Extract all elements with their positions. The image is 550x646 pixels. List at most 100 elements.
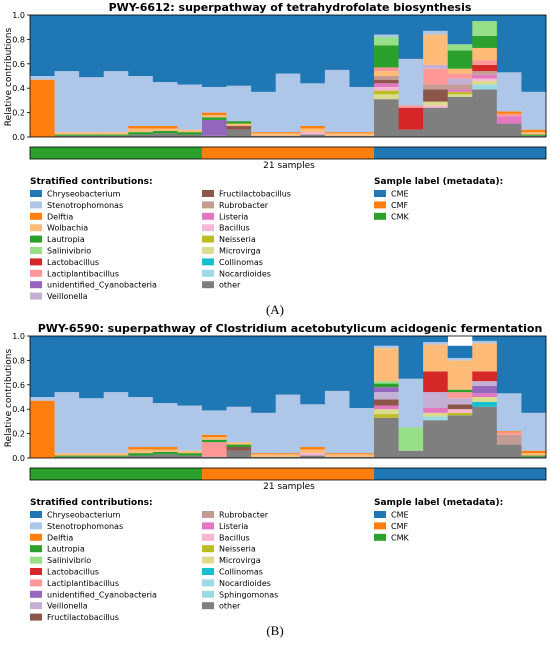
legend-swatch [30,545,42,553]
bar-segment [374,83,399,87]
bar-segment [349,454,375,457]
bar-segment [226,450,252,458]
meta-legend-entry: CMF [391,522,408,531]
legend-swatch [30,292,42,300]
chart-a-meta-title: Sample label (metadata): [374,177,503,187]
meta-strip-cmk [30,468,202,480]
bar-segment [496,434,522,445]
bar-segment [324,132,350,134]
bar-segment [202,117,227,120]
bar-segment [447,409,473,413]
bar-segment [472,71,498,75]
bar-segment [472,340,498,344]
bar-segment [447,44,473,51]
bar-segment [128,447,154,450]
bar-segment [54,134,80,136]
legend-swatch [30,190,42,197]
bar-segment [202,434,227,438]
legend-swatch [202,522,214,530]
bar-segment [374,86,399,91]
bar-segment [251,336,277,413]
chart-b-plot: 0.0 0.2 0.4 0.6 0.8 1.0 [12,332,547,481]
bar-segment [374,79,399,84]
legend-entry: Veillonella [47,292,88,301]
bar-segment [447,73,473,79]
bar-segment [423,416,449,421]
bar-segment [275,15,301,74]
legend-swatch [202,568,214,575]
bar-segment [349,135,375,137]
bar-segment [472,401,498,407]
bar-segment [398,450,424,458]
chart-a-svg: PWY-6612: superpathway of tetrahydrofola… [4,1,547,301]
bar-segment [177,405,203,451]
bar-segment [349,15,375,87]
chart-a-title: PWY-6612: superpathway of tetrahydrofola… [109,1,472,14]
meta-strip-frame [29,467,547,481]
bar-segment [226,442,252,445]
legend-swatch [202,590,214,598]
bar-segment [472,47,498,61]
legend-entry: Veillonella [47,602,88,611]
legend-entry: Delftia [47,212,73,221]
bar-segment [423,15,449,31]
bar-segment [349,133,375,136]
meta-legend-swatch [374,201,386,209]
chart-b-meta-legend: CME CMF CMK [374,511,409,542]
meta-strip-cmk [30,147,202,159]
legend-entry: Fructilactobacillus [47,613,119,622]
bar-segment [202,336,227,411]
legend-entry: Nocardioides [219,269,271,278]
bar-segment [202,115,227,118]
meta-strip-cmf [202,147,374,159]
bar-segment [202,112,227,116]
legend-entry: Nocardioides [219,579,271,588]
bar-segment [202,410,227,435]
legend-entry: Microvirga [219,247,261,256]
bar-segment [103,135,129,137]
bar-segment [128,336,154,397]
bar-segment [251,132,277,134]
bar-segment [152,82,178,127]
legend-entry: Stenotrophomonas [47,522,123,531]
bar-segment [300,134,326,137]
bar-segment [398,58,424,106]
bar-segment [447,50,473,69]
bar-segment [423,34,449,66]
bar-segment [226,85,252,122]
meta-strip-frame [29,146,547,160]
bar-segment [521,134,547,136]
bar-segment [103,392,129,454]
y-tick-label: 0.4 [12,84,25,93]
bar-segment [54,336,80,393]
bar-segment [447,357,473,361]
bar-segment [251,91,277,133]
bar-segment [177,336,203,406]
legend-swatch [202,511,214,518]
legend-entry: other [219,281,241,290]
bar-segment [472,336,498,341]
legend-swatch [30,590,42,598]
legend-entry: Collinomas [219,258,263,267]
meta-legend-entry: CME [391,190,409,199]
bar-segment [79,455,105,457]
bar-segment [300,449,326,454]
legend-entry: Lactiplantibacillus [47,269,119,278]
bar-segment [202,456,227,458]
bar-segment [300,336,326,405]
bar-segment [374,405,399,410]
bar-segment [324,133,350,136]
bar-segment [79,15,105,78]
bar-segment [521,412,547,451]
bar-segment [275,135,301,137]
bar-segment [300,447,326,450]
bar-segment [521,336,547,413]
bar-segment [30,336,55,397]
legend-entry: unidentified_Cyanobacteria [47,590,157,599]
bar-segment [398,427,424,451]
meta-strip-cme [374,468,546,480]
bar-segment [423,371,449,393]
bar-segment [177,84,203,130]
bar-segment [349,336,375,408]
legend-swatch [202,602,214,610]
